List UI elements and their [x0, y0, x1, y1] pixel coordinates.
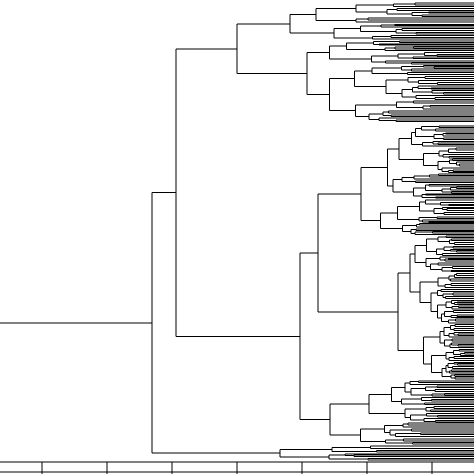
- tree: [0, 2, 474, 461]
- axis: [0, 461, 474, 474]
